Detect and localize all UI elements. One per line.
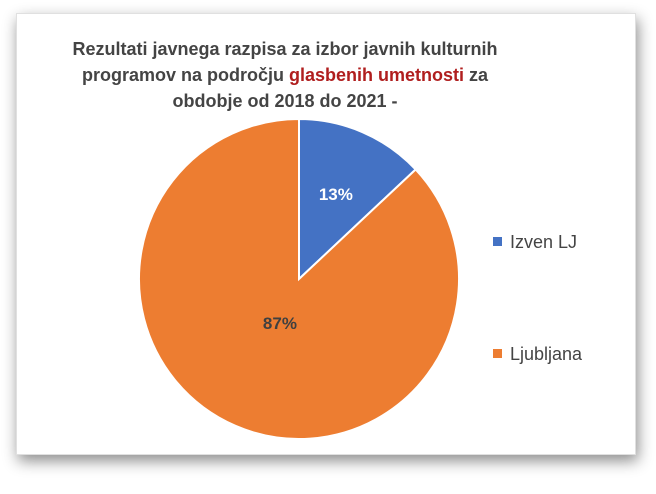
pie-data-labels: 13% 87% [263, 185, 353, 333]
legend-swatch [493, 348, 502, 358]
legend-label: Ljubljana [510, 344, 583, 364]
data-label-izven-lj: 13% [319, 185, 353, 204]
chart-card: Rezultati javnega razpisa za izbor javni… [16, 13, 636, 455]
legend-swatch [493, 236, 502, 246]
title-line-1: Rezultati javnega razpisa za izbor javni… [72, 39, 498, 59]
title-highlight: glasbenih umetnosti [288, 65, 465, 85]
legend-label: Izven LJ [510, 232, 578, 252]
data-label-ljubljana: 87% [263, 314, 297, 333]
pie-slices [138, 117, 460, 440]
pie-slice-izven-lj [298, 117, 418, 282]
legend-item-ljubljana: Ljubljana [493, 344, 582, 365]
title-line-2-start: programov na področju [81, 65, 289, 85]
title-line-3: obdobje od 2018 do 2021 - [172, 91, 398, 111]
pie-chart: 13% 87% [138, 117, 460, 440]
legend-item-izven-lj: Izven LJ [493, 232, 577, 253]
chart-title: Rezultati javnega razpisa za izbor javni… [17, 36, 553, 114]
title-line-2-end: za [464, 65, 489, 85]
pie-slice-ljubljana [138, 117, 460, 440]
title-line-2: programov na področju glasbenih umetnost… [17, 62, 553, 88]
